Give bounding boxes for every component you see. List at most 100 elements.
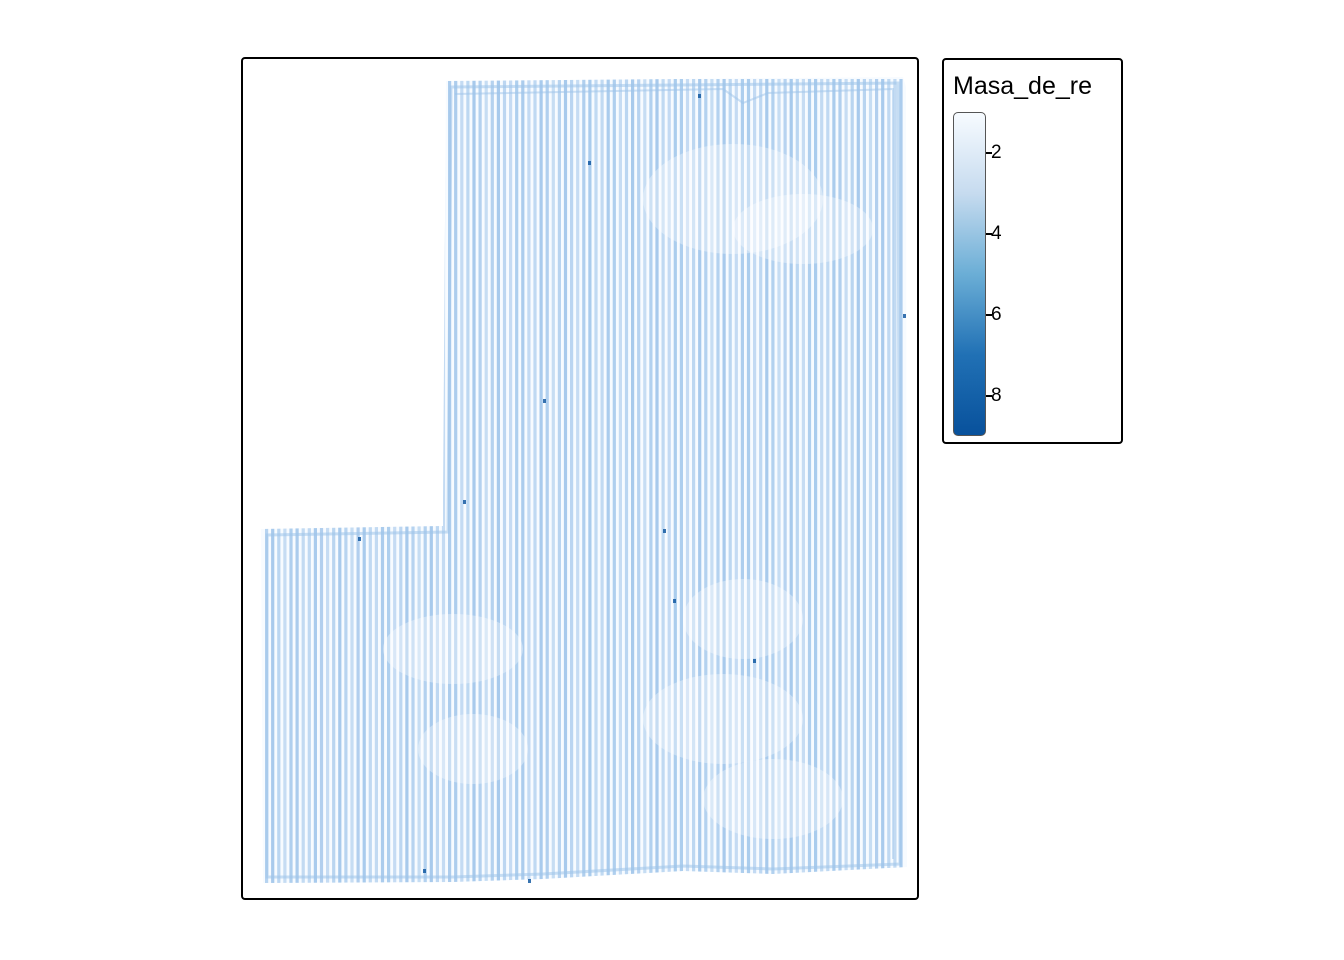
harvest-pass [289, 79, 293, 883]
harvest-pass [417, 79, 421, 883]
harvest-pass [319, 79, 324, 883]
harvest-pass [820, 79, 824, 883]
headland-pass [454, 87, 894, 859]
low-yield-patch [643, 674, 803, 764]
harvest-pass [685, 79, 690, 883]
harvest-pass [545, 79, 549, 883]
low-yield-patch [733, 194, 873, 264]
high-yield-point [753, 659, 756, 663]
legend-tick-label: 8 [991, 384, 1002, 406]
harvest-pass [875, 79, 879, 883]
harvest-pass [746, 79, 751, 883]
harvest-pass [612, 79, 616, 883]
harvest-pass [698, 79, 702, 883]
harvest-pass [765, 79, 769, 883]
harvest-pass [624, 79, 629, 883]
yield-map[interactable] [243, 59, 917, 898]
high-yield-point [463, 500, 466, 504]
harvest-pass [637, 79, 641, 883]
harvest-pass [356, 79, 360, 883]
harvest-pass [655, 79, 659, 883]
harvest-pass [515, 79, 519, 883]
harvest-pass [509, 79, 513, 883]
harvest-pass [374, 79, 378, 883]
harvest-pass [441, 79, 446, 883]
harvest-pass [502, 79, 507, 883]
harvest-pass [759, 79, 763, 883]
harvest-pass [557, 79, 561, 883]
harvest-pass [600, 79, 604, 883]
harvest-pass [460, 79, 464, 883]
harvest-pass [667, 79, 671, 883]
harvest-pass [350, 79, 354, 883]
harvest-pass [411, 79, 415, 883]
high-yield-point [588, 161, 591, 165]
harvest-pass [710, 79, 714, 883]
harvest-pass [838, 79, 842, 883]
harvest-pass [301, 79, 305, 883]
harvest-pass [661, 79, 665, 883]
harvest-pass [753, 79, 757, 883]
harvest-pass [692, 79, 696, 883]
high-yield-point [903, 314, 906, 318]
harvest-pass [814, 79, 818, 883]
low-yield-patch [418, 714, 528, 784]
harvest-pass [338, 79, 342, 883]
legend-color-bar [953, 112, 986, 436]
harvest-pass [673, 79, 677, 883]
harvest-pass [527, 79, 531, 883]
legend-tick-label: 2 [991, 141, 1002, 163]
harvest-pass [466, 79, 470, 883]
map-panel[interactable] [241, 57, 919, 900]
harvest-pass [490, 79, 494, 883]
harvest-pass [807, 79, 812, 883]
harvest-pass [643, 79, 647, 883]
low-yield-patch [383, 614, 523, 684]
harvest-pass [618, 79, 622, 883]
harvest-pass [271, 79, 275, 883]
harvest-pass [679, 79, 683, 883]
harvest-pass [893, 79, 897, 883]
harvest-pass [551, 79, 555, 883]
harvest-pass [850, 79, 854, 883]
harvest-pass [881, 79, 885, 883]
harvest-pass [606, 79, 610, 883]
harvest-pass [539, 79, 543, 883]
harvest-pass [783, 79, 787, 883]
low-yield-patch [683, 579, 803, 659]
harvest-pass [570, 79, 574, 883]
harvest-pass [704, 79, 708, 883]
legend-tick [986, 313, 992, 316]
harvest-pass [472, 79, 476, 883]
harvest-pass [533, 79, 537, 883]
harvest-pass [521, 79, 525, 883]
harvest-pass [887, 79, 891, 883]
low-yield-patch [643, 144, 823, 254]
legend-tick [986, 151, 992, 154]
high-yield-point [673, 599, 676, 603]
harvest-pass [295, 79, 299, 883]
harvest-pass [832, 79, 836, 883]
harvest-pass [393, 79, 397, 883]
harvest-pass [399, 79, 403, 883]
legend: Masa_de_re 2 4 6 8 [942, 58, 1123, 444]
harvest-pass [484, 79, 488, 883]
harvest-pass [801, 79, 805, 883]
harvest-pass [716, 79, 720, 883]
harvest-pass [496, 79, 500, 883]
harvest-pass [588, 79, 592, 883]
harvest-pass [844, 79, 848, 883]
harvest-pass [326, 79, 330, 883]
high-yield-point [528, 879, 531, 883]
legend-tick [986, 232, 992, 235]
harvest-pass [594, 79, 598, 883]
low-yield-patch [703, 759, 843, 839]
harvest-pass [899, 79, 903, 883]
harvest-pass [332, 79, 336, 883]
harvest-pass [368, 79, 372, 883]
harvest-pass [387, 79, 391, 883]
high-yield-point [423, 869, 426, 873]
harvest-pass [795, 79, 799, 883]
harvest-pass [405, 79, 409, 883]
harvest-pass [307, 79, 311, 883]
